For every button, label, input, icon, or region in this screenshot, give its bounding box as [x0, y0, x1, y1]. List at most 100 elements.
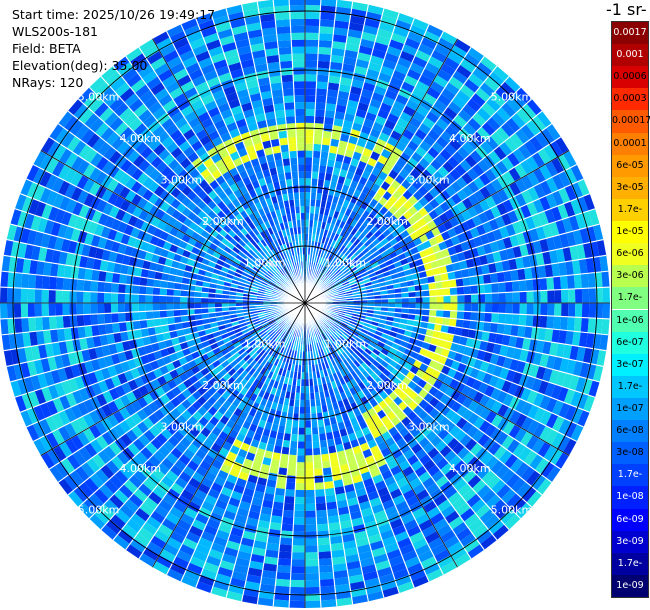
range-gate-cell: [284, 426, 292, 434]
range-gate-cell: [110, 218, 122, 231]
range-gate-cell: [135, 451, 149, 465]
range-gate-cell: [366, 254, 375, 262]
range-gate-cell: [276, 262, 283, 270]
range-gate-cell: [498, 449, 513, 465]
range-gate-cell: [348, 263, 356, 271]
range-gate-cell: [497, 403, 509, 418]
range-gate-cell: [281, 276, 288, 283]
range-gate-cell: [350, 378, 358, 388]
range-gate-cell: [200, 568, 218, 580]
range-gate-cell: [159, 295, 167, 303]
range-gate-cell: [239, 209, 249, 219]
range-gate-cell: [119, 199, 131, 212]
range-gate-cell: [467, 544, 485, 559]
range-gate-cell: [290, 164, 299, 173]
range-gate-cell: [272, 275, 280, 282]
range-gate-cell: [471, 163, 485, 177]
range-gate-cell: [333, 118, 344, 127]
range-gate-cell: [36, 330, 45, 346]
range-gate-cell: [514, 427, 528, 443]
range-gate-cell: [323, 277, 330, 284]
range-gate-cell: [333, 570, 349, 579]
range-gate-cell: [177, 335, 187, 344]
range-gate-cell: [319, 19, 335, 28]
range-gate-cell: [124, 460, 139, 475]
range-gate-cell: [394, 233, 404, 243]
range-gate-cell: [187, 443, 200, 455]
range-gate-cell: [253, 142, 264, 152]
range-gate-cell: [251, 285, 259, 291]
range-gate-cell: [267, 259, 275, 267]
range-gate-cell: [124, 293, 132, 303]
range-gate-cell: [352, 523, 366, 534]
range-gate-cell: [54, 382, 66, 398]
range-gate-cell: [161, 324, 170, 334]
range-gate-cell: [294, 95, 305, 103]
range-gate-cell: [348, 277, 356, 284]
range-gate-cell: [207, 209, 217, 220]
range-gate-cell: [162, 331, 172, 341]
range-gate-cell: [323, 259, 330, 267]
range-gate-cell: [475, 503, 491, 519]
range-gate-cell: [117, 243, 128, 255]
range-gate-cell: [194, 285, 203, 293]
range-gate-cell: [499, 249, 509, 262]
range-gate-cell: [316, 271, 321, 279]
range-gate-cell: [276, 33, 292, 42]
range-gate-cell: [43, 261, 52, 277]
range-gate-cell: [532, 352, 543, 366]
range-gate-cell: [313, 129, 324, 138]
range-gate-cell: [55, 461, 70, 479]
range-gate-cell: [479, 185, 492, 200]
range-gate-cell: [149, 334, 158, 345]
range-gate-cell: [396, 372, 406, 382]
range-gate-cell: [354, 530, 368, 541]
range-gate-cell: [295, 476, 305, 484]
range-gate-cell: [504, 76, 521, 93]
range-gate-cell: [274, 326, 281, 333]
range-gate-cell: [130, 367, 141, 380]
range-gate-cell: [279, 252, 286, 260]
range-gate-cell: [366, 331, 375, 338]
range-gate-cell: [320, 273, 326, 281]
range-gate-cell: [249, 238, 258, 247]
range-gate-cell: [444, 143, 457, 156]
range-gate-cell: [368, 327, 377, 335]
range-gate-cell: [351, 256, 359, 264]
range-gate-cell: [259, 222, 268, 231]
range-gate-cell: [212, 381, 222, 392]
range-gate-cell: [251, 49, 266, 59]
range-gate-cell: [397, 214, 408, 225]
range-gate-cell: [335, 282, 343, 288]
range-gate-cell: [239, 218, 248, 228]
range-gate-cell: [305, 600, 321, 608]
range-gate-cell: [296, 143, 305, 151]
range-gate-cell: [314, 116, 325, 124]
range-gate-cell: [209, 228, 219, 238]
range-gate-cell: [33, 231, 44, 247]
range-gate-cell: [258, 249, 266, 257]
range-gate-cell: [76, 291, 84, 303]
range-gate-cell: [329, 535, 343, 545]
range-gate-cell: [453, 243, 464, 254]
range-gate-cell: [301, 233, 305, 241]
range-gate-cell: [273, 314, 281, 319]
range-gate-cell: [423, 459, 436, 472]
range-gate-cell: [274, 12, 291, 21]
range-gate-cell: [447, 245, 457, 256]
range-gate-cell: [180, 303, 188, 310]
range-gate-cell: [45, 173, 58, 191]
range-gate-cell: [299, 406, 305, 414]
range-gate-cell: [432, 170, 445, 183]
range-gate-cell: [54, 354, 64, 370]
range-gate-cell: [78, 144, 92, 160]
range-gate-cell: [572, 229, 583, 246]
range-gate-cell: [169, 267, 178, 276]
range-gate-cell: [238, 95, 252, 106]
range-gate-cell: [267, 227, 274, 236]
range-gate-cell: [178, 122, 192, 135]
range-gate-cell: [439, 189, 451, 202]
range-gate-cell: [186, 31, 204, 44]
range-gate-cell: [190, 454, 204, 466]
range-gate-cell: [335, 339, 343, 347]
